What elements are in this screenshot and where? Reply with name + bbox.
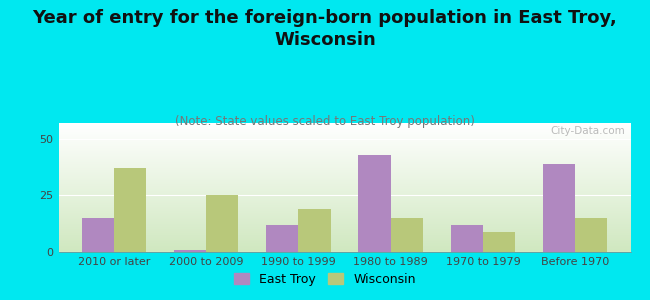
Text: Year of entry for the foreign-born population in East Troy,
Wisconsin: Year of entry for the foreign-born popul…: [32, 9, 617, 49]
Bar: [298, 209, 331, 252]
Bar: [174, 250, 206, 252]
Legend: East Troy, Wisconsin: East Troy, Wisconsin: [229, 268, 421, 291]
Bar: [206, 195, 239, 252]
Bar: [81, 218, 114, 252]
Bar: [543, 164, 575, 252]
Bar: [266, 225, 298, 252]
Bar: [391, 218, 423, 252]
Bar: [575, 218, 608, 252]
Text: (Note: State values scaled to East Troy population): (Note: State values scaled to East Troy …: [175, 116, 475, 128]
Bar: [483, 232, 515, 252]
Bar: [450, 225, 483, 252]
Bar: [358, 155, 391, 252]
Text: City-Data.com: City-Data.com: [550, 126, 625, 136]
Bar: [114, 168, 146, 252]
